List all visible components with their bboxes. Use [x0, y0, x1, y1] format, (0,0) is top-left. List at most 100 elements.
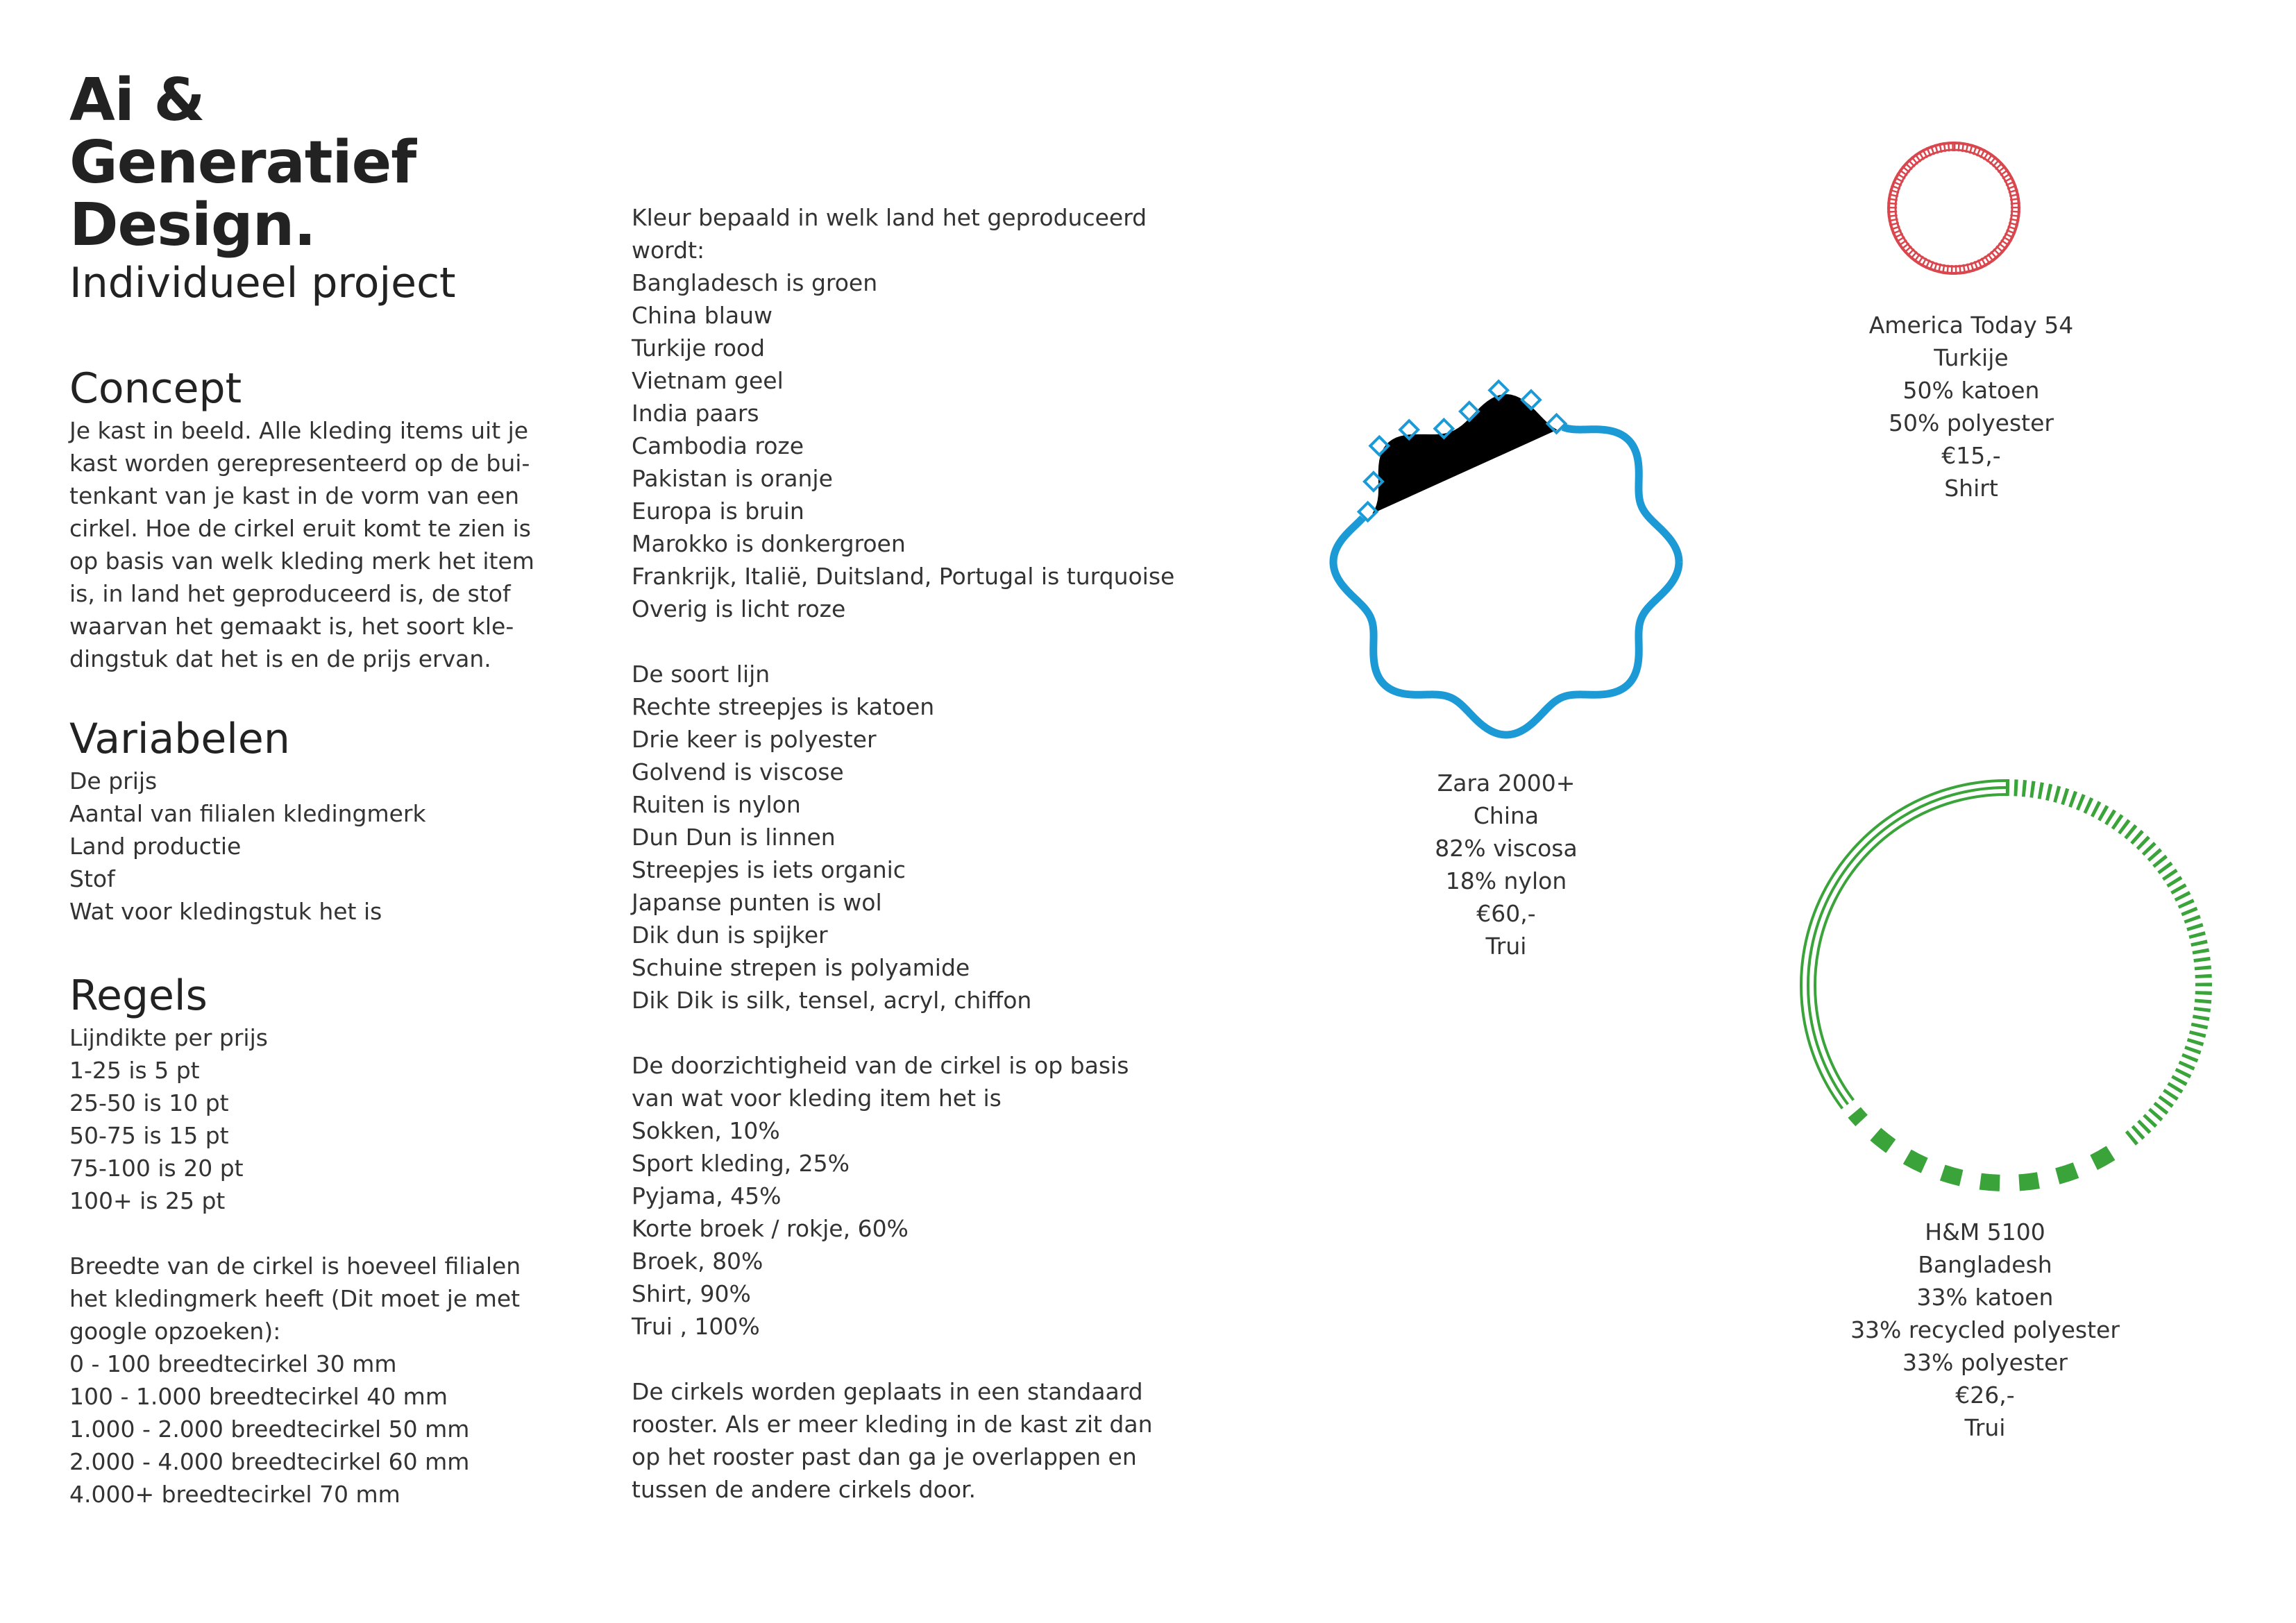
text-line: America Today 54 [1868, 312, 2074, 339]
variabelen-list: De prijs Aantal van filialen kledingmerk L… [69, 765, 426, 928]
text-line: Turkije rood [632, 334, 766, 362]
text-line: Shirt [1944, 475, 1998, 502]
text-line: Cambodia roze [632, 432, 804, 459]
text-line: Bangladesch is groen [632, 269, 878, 296]
text-line: 2.000 - 4.000 breedtecirkel 60 mm [69, 1448, 470, 1475]
hm-caption: H&M 5100 Bangladesh 33% katoen 33% recycled… [1770, 1216, 2200, 1444]
text-line: 75-100 is 20 pt [69, 1155, 244, 1182]
text-line: Pyjama, 45% [632, 1182, 782, 1209]
thick-dash-arc [1848, 1107, 2116, 1191]
rules-column: Kleur bepaald in welk land het geproduce… [632, 201, 1174, 1506]
text-line: google opzoeken): [69, 1318, 281, 1345]
text-line: Vietnam geel [632, 367, 784, 394]
america-today-caption: America Today 54 Turkije 50% katoen 50% pol… [1763, 309, 2179, 504]
concept-heading: Concept [69, 364, 242, 413]
text-line: 33% katoen [1916, 1284, 2054, 1311]
blue-wavy-ring [1329, 385, 1683, 739]
text-line: Streepjes is iets organic [632, 856, 906, 883]
blank-line [632, 625, 1174, 658]
diamond-mark [1520, 389, 1542, 411]
text-line: tussen de andere cirkels door. [632, 1476, 977, 1503]
title-line-2: Generatief [69, 128, 416, 197]
blue-diamond-segment [1356, 379, 1568, 523]
page-title: Ai & Generatief Design. [69, 69, 416, 257]
text-line: H&M 5100 [1925, 1218, 2045, 1246]
text-line: op basis van welk kleding merk het item [69, 547, 534, 575]
text-line: Kleur bepaald in welk land het geproduce… [632, 204, 1147, 231]
text-line: Stof [69, 865, 115, 892]
triple-line-arc [1807, 786, 2007, 1105]
text-line: 50-75 is 15 pt [69, 1122, 229, 1149]
text-line: 50% polyester [1889, 409, 2054, 436]
text-line: Dik dun is spijker [632, 921, 828, 949]
text-line: 100 - 1.000 breedtecirkel 40 mm [69, 1383, 448, 1410]
text-line: Drie keer is polyester [632, 726, 877, 753]
text-line: Schuine strepen is polyamide [632, 954, 970, 981]
text-line: €26,- [1955, 1382, 2015, 1409]
text-line: De soort lijn [632, 661, 770, 688]
diamond-mark [1362, 470, 1385, 493]
text-line: dingstuk dat het is en de prijs ervan. [69, 645, 491, 672]
text-line: Aantal van filialen kledingmerk [69, 800, 426, 827]
text-line: Ruiten is nylon [632, 791, 801, 818]
text-line: China [1473, 802, 1539, 829]
text-line: Turkije [1934, 344, 2009, 371]
text-line: Sokken, 10% [632, 1117, 780, 1144]
diamond-mark [1458, 400, 1480, 423]
text-line: De prijs [69, 767, 158, 794]
text-line: op het rooster past dan ga je overlappen… [632, 1443, 1137, 1470]
text-line: van wat voor kleding item het is [632, 1085, 1002, 1112]
text-line: 0 - 100 breedtecirkel 30 mm [69, 1350, 397, 1377]
text-line: €60,- [1476, 900, 1536, 927]
green-ring [1800, 779, 2212, 1191]
text-line: 18% nylon [1445, 867, 1567, 894]
green-dashed-ring-icon [1800, 779, 2212, 1191]
text-line: Korte broek / rokje, 60% [632, 1215, 909, 1242]
diamond-mark [1356, 500, 1379, 523]
text-line: 82% viscosa [1435, 835, 1578, 862]
text-line: Frankrijk, Italië, Duitsland, Portugal i… [632, 563, 1175, 590]
text-line: Bangladesh [1918, 1251, 2052, 1278]
text-line: Trui [1964, 1414, 2006, 1441]
blank-line [69, 1217, 521, 1250]
text-line: Je kast in beeld. Alle kleding items uit… [69, 417, 529, 444]
text-line: Shirt, 90% [632, 1280, 751, 1307]
regels-list: Lijndikte per prijs 1-25 is 5 pt 25-50 is … [69, 1021, 521, 1511]
text-line: De cirkels worden geplaats in een standa… [632, 1378, 1143, 1405]
text-line: Sport kleding, 25% [632, 1150, 850, 1177]
diamond-mark [1368, 434, 1391, 457]
text-line: het kledingmerk heeft (Dit moet je met [69, 1285, 521, 1312]
text-line: 25-50 is 10 pt [69, 1089, 229, 1116]
text-line: Marokko is donkergroen [632, 530, 906, 557]
variabelen-heading: Variabelen [69, 715, 290, 763]
text-line: Dik Dik is silk, tensel, acryl, chiffon [632, 987, 1032, 1014]
blue-wavy-ring-icon [1329, 379, 1683, 739]
text-line: De doorzichtigheid van de cirkel is op b… [632, 1052, 1129, 1079]
text-line: waarvan het gemaakt is, het soort kle- [69, 613, 514, 640]
diamond-mark [1487, 379, 1510, 402]
text-line: tenkant van je kast in de vorm van een [69, 482, 520, 509]
text-line: Trui [1485, 933, 1527, 960]
stripe-arc [2005, 779, 2212, 1148]
text-line: Europa is bruin [632, 498, 804, 525]
title-line-3: Design. [69, 191, 316, 260]
text-line: Pakistan is oranje [632, 465, 833, 492]
text-line: Wat voor kledingstuk het is [69, 898, 382, 925]
text-line: Golvend is viscose [632, 758, 844, 785]
text-line: Lijndikte per prijs [69, 1024, 268, 1051]
triple-line-arc [1814, 793, 2007, 1101]
text-line: Trui , 100% [632, 1313, 760, 1340]
diamond-mark [1398, 418, 1420, 441]
concept-text: Je kast in beeld. Alle kleding items uit… [69, 414, 534, 675]
regels-heading: Regels [69, 971, 208, 1020]
zara-caption: Zara 2000+ China 82% viscosa 18% nylon €60,-… [1298, 767, 1714, 962]
text-line: 100+ is 25 pt [69, 1187, 226, 1214]
blank-line [632, 1017, 1174, 1049]
text-line: Overig is licht roze [632, 595, 846, 622]
text-line: Broek, 80% [632, 1248, 763, 1275]
diamond-mark [1433, 417, 1455, 440]
text-line: India paars [632, 400, 759, 427]
text-line: cirkel. Hoe de cirkel eruit komt te zien… [69, 515, 531, 542]
page-subtitle: Individueel project [69, 259, 456, 307]
text-line: rooster. Als er meer kleding in de kast … [632, 1411, 1153, 1438]
